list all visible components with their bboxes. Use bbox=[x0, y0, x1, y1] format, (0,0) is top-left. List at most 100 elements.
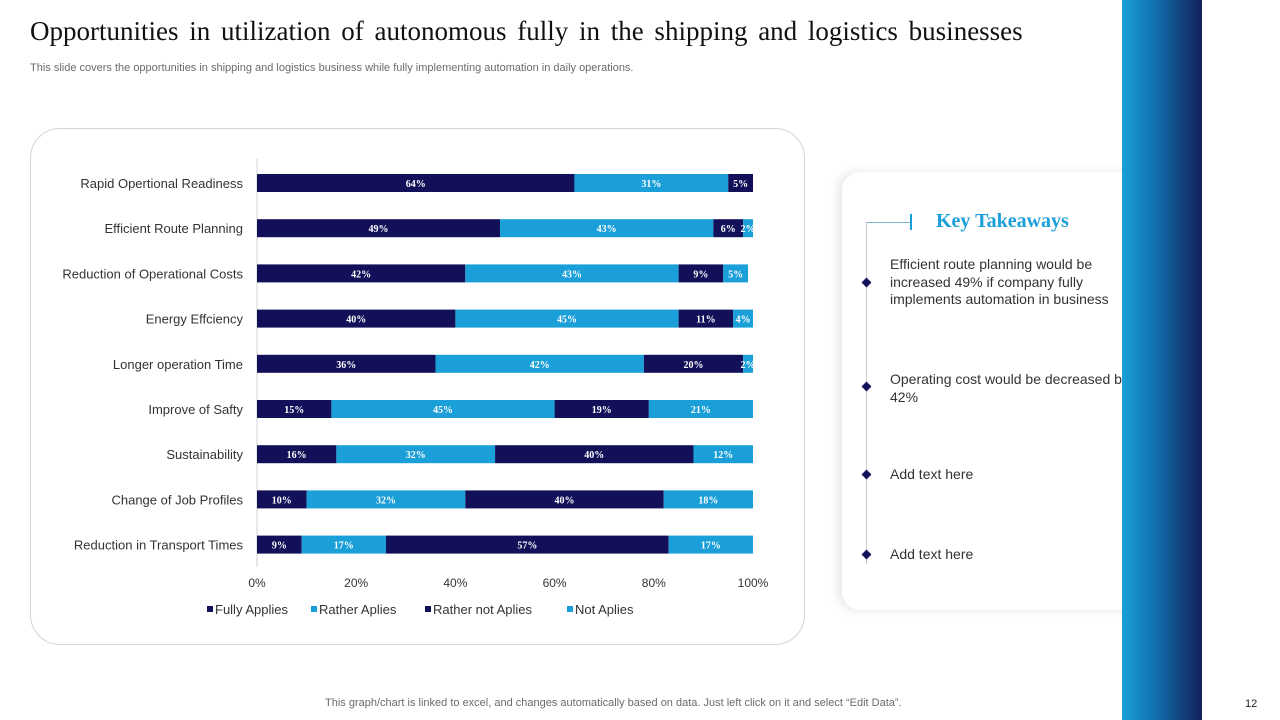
x-tick-label: 40% bbox=[443, 576, 467, 590]
bar-segment[interactable] bbox=[336, 445, 496, 464]
data-label: 2% bbox=[741, 360, 756, 371]
bar-segment[interactable] bbox=[465, 490, 664, 509]
data-label: 12% bbox=[713, 450, 733, 461]
bar-segment[interactable] bbox=[435, 354, 644, 373]
bar-segment[interactable] bbox=[643, 354, 744, 373]
x-tick-label: 60% bbox=[543, 576, 567, 590]
x-tick-label: 80% bbox=[642, 576, 666, 590]
data-label: 11% bbox=[696, 315, 715, 326]
data-label: 32% bbox=[376, 495, 396, 506]
bar-segment[interactable] bbox=[257, 264, 466, 283]
category-label: Change of Job Profiles bbox=[111, 492, 243, 507]
bar-segment[interactable] bbox=[743, 354, 753, 373]
bar-segment[interactable] bbox=[455, 309, 679, 328]
takeaway-item-1: Efficient route planning would be increa… bbox=[890, 256, 1109, 307]
key-takeaways-card bbox=[842, 172, 1168, 610]
page-number: 12 bbox=[1245, 698, 1258, 710]
data-label: 43% bbox=[597, 224, 617, 235]
data-label: 16% bbox=[287, 450, 307, 461]
x-tick-label: 100% bbox=[738, 576, 769, 590]
bar-segment[interactable] bbox=[678, 264, 724, 283]
bar-segment[interactable] bbox=[301, 535, 386, 554]
bar-segment[interactable] bbox=[554, 400, 649, 418]
data-label: 2% bbox=[741, 224, 756, 235]
category-label: Reduction in Transport Times bbox=[74, 538, 244, 553]
bar-segment[interactable] bbox=[385, 535, 669, 554]
bar-segment[interactable] bbox=[678, 309, 734, 328]
data-label: 20% bbox=[683, 360, 703, 371]
bar-segment[interactable] bbox=[306, 490, 466, 509]
bar-segment[interactable] bbox=[257, 309, 456, 328]
data-label: 10% bbox=[272, 495, 292, 506]
category-label: Rapid Opertional Readiness bbox=[80, 176, 243, 191]
data-label: 4% bbox=[736, 315, 751, 326]
bar-segment[interactable] bbox=[257, 219, 501, 238]
bar-segment[interactable] bbox=[648, 400, 753, 418]
bar-segment[interactable] bbox=[331, 400, 555, 418]
data-label: 36% bbox=[336, 360, 356, 371]
bar-segment[interactable] bbox=[668, 535, 753, 554]
takeaways-timeline-line bbox=[866, 222, 867, 564]
bar-segment[interactable] bbox=[465, 264, 679, 283]
x-tick-label: 0% bbox=[248, 576, 266, 590]
data-label: 18% bbox=[698, 495, 718, 506]
bar-segment[interactable] bbox=[257, 490, 307, 509]
bar-segment[interactable] bbox=[663, 490, 753, 509]
bar-segment[interactable] bbox=[713, 219, 744, 238]
slide-title: Opportunities in utilization of autonomo… bbox=[30, 16, 1023, 46]
category-label: Reduction of Operational Costs bbox=[62, 266, 243, 281]
data-label: 17% bbox=[334, 541, 354, 552]
data-label: 31% bbox=[641, 179, 661, 190]
data-label: 17% bbox=[701, 541, 721, 552]
legend-entry[interactable]: Fully Applies bbox=[215, 602, 288, 617]
bar-segment[interactable] bbox=[257, 445, 337, 464]
data-label: 5% bbox=[733, 179, 748, 190]
legend-swatch bbox=[311, 606, 317, 612]
data-label: 45% bbox=[557, 315, 577, 326]
bar-segment[interactable] bbox=[500, 219, 714, 238]
data-label: 49% bbox=[369, 224, 389, 235]
data-label: 42% bbox=[530, 360, 550, 371]
legend-entry[interactable]: Rather not Aplies bbox=[433, 602, 533, 617]
data-label: 19% bbox=[592, 405, 612, 416]
bar-segment[interactable] bbox=[257, 174, 575, 192]
takeaway-item-4: Add text here bbox=[890, 546, 974, 562]
category-label: Energy Effciency bbox=[146, 312, 244, 327]
legend-swatch bbox=[207, 606, 213, 612]
bar-segment[interactable] bbox=[495, 445, 694, 464]
bar-segment[interactable] bbox=[733, 309, 753, 328]
category-label: Longer operation Time bbox=[113, 357, 243, 372]
stacked-bar-chart[interactable]: Rapid Opertional Readiness 64% 31% 5% Effici… bbox=[31, 129, 806, 646]
takeaways-connector-line bbox=[866, 222, 910, 223]
legend-swatch bbox=[567, 606, 573, 612]
data-label: 32% bbox=[406, 450, 426, 461]
bar-segment[interactable] bbox=[574, 174, 729, 192]
takeaways-title-marker bbox=[910, 214, 912, 230]
legend-entry[interactable]: Rather Aplies bbox=[319, 602, 397, 617]
data-label: 43% bbox=[562, 269, 582, 280]
bar-segment[interactable] bbox=[728, 174, 753, 192]
data-label: 40% bbox=[346, 315, 366, 326]
data-label: 9% bbox=[693, 269, 708, 280]
key-takeaways-title: Key Takeaways bbox=[936, 210, 1069, 232]
data-label: 64% bbox=[406, 179, 426, 190]
category-label: Efficient Route Planning bbox=[104, 221, 243, 236]
data-label: 9% bbox=[272, 541, 287, 552]
data-label: 6% bbox=[721, 224, 736, 235]
takeaway-item-2: Operating cost would be decreased by 42% bbox=[890, 371, 1129, 405]
category-label: Improve of Safty bbox=[148, 402, 243, 417]
bar-segment[interactable] bbox=[257, 535, 302, 554]
bar-segment[interactable] bbox=[743, 219, 753, 238]
data-label: 15% bbox=[284, 405, 304, 416]
bar-segment[interactable] bbox=[257, 400, 332, 418]
decorative-side-band bbox=[1122, 0, 1202, 720]
chart-card: Rapid Opertional Readiness 64% 31% 5% Effici… bbox=[30, 128, 805, 645]
legend-entry[interactable]: Not Aplies bbox=[575, 602, 634, 617]
data-label: 57% bbox=[517, 541, 537, 552]
bar-segment[interactable] bbox=[257, 354, 436, 373]
bar-segment[interactable] bbox=[723, 264, 749, 283]
slide-subtitle: This slide covers the opportunities in s… bbox=[30, 62, 634, 74]
data-label: 42% bbox=[351, 269, 371, 280]
bar-segment[interactable] bbox=[693, 445, 753, 464]
footer-note: This graph/chart is linked to excel, and… bbox=[325, 697, 902, 709]
